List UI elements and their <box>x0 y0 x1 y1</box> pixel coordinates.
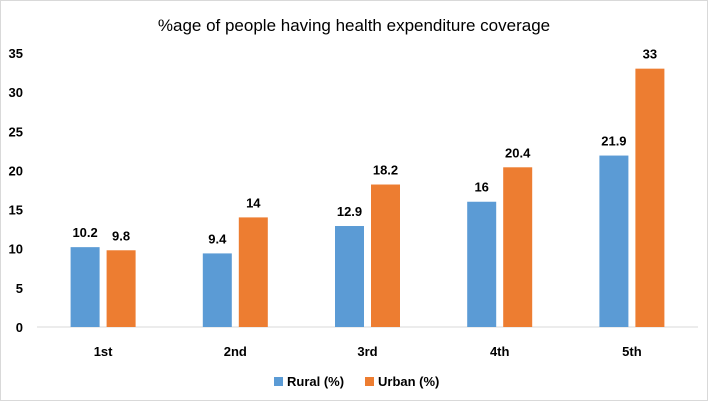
bars: 10.2 9.8 9.4 14 12.9 18.2 16 20.4 21.9 33 <box>70 47 665 328</box>
legend-swatch <box>365 377 374 386</box>
legend: Rural (%) Urban (%) <box>274 374 439 389</box>
x-axis-ticks: 1st 2nd 3rd 4th 5th <box>94 344 642 359</box>
y-axis-ticks: 0 5 10 15 20 25 30 35 <box>9 46 23 335</box>
x-tick-label: 4th <box>490 344 510 359</box>
y-tick-label: 0 <box>16 320 23 335</box>
data-label: 9.4 <box>208 231 227 246</box>
bar-urban <box>106 250 136 327</box>
y-tick-label: 30 <box>9 85 23 100</box>
data-label: 33 <box>643 47 657 62</box>
chart-title: %age of people having health expenditure… <box>158 16 550 35</box>
y-tick-label: 25 <box>9 124 23 139</box>
bar-rural <box>599 155 629 327</box>
bar-rural <box>467 201 497 327</box>
bar-urban <box>238 217 268 327</box>
legend-label: Urban (%) <box>378 374 439 389</box>
data-label: 16 <box>474 180 488 195</box>
x-tick-label: 1st <box>94 344 113 359</box>
data-label: 21.9 <box>601 134 626 149</box>
bar-rural <box>335 226 364 327</box>
x-tick-label: 3rd <box>357 344 377 359</box>
data-label: 12.9 <box>337 204 362 219</box>
bar-urban <box>371 184 400 327</box>
bar-rural <box>70 247 100 327</box>
y-tick-label: 15 <box>9 203 23 218</box>
y-tick-label: 35 <box>9 46 23 61</box>
y-tick-label: 5 <box>16 281 23 296</box>
data-label: 9.8 <box>112 228 130 243</box>
bar-rural <box>202 253 232 327</box>
x-tick-label: 2nd <box>224 344 247 359</box>
y-tick-label: 20 <box>9 163 23 178</box>
y-tick-label: 10 <box>9 242 23 257</box>
x-tick-label: 5th <box>622 344 642 359</box>
data-label: 18.2 <box>373 163 398 178</box>
data-label: 14 <box>246 195 261 210</box>
bar-urban <box>635 68 665 328</box>
data-label: 20.4 <box>505 145 531 160</box>
legend-swatch <box>274 377 283 386</box>
bar-urban <box>503 167 533 327</box>
legend-label: Rural (%) <box>287 374 344 389</box>
data-label: 10.2 <box>72 225 97 240</box>
